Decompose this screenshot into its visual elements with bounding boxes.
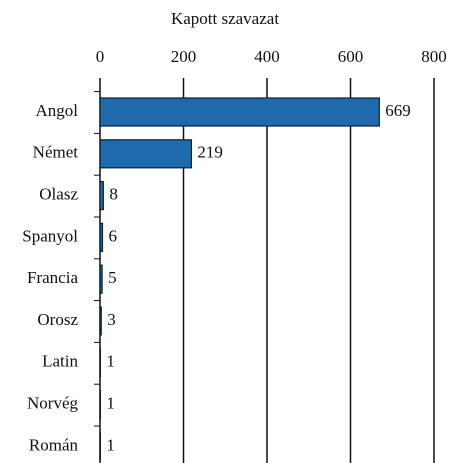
value-label: 219 <box>197 143 223 162</box>
x-tick-label: 800 <box>421 47 447 66</box>
y-tick-label: Orosz <box>37 310 78 329</box>
y-tick-label: Olasz <box>39 185 78 204</box>
y-tick-label: Román <box>29 435 79 454</box>
value-label: 1 <box>106 435 115 454</box>
value-label: 5 <box>108 268 117 287</box>
bar <box>99 181 104 211</box>
value-label: 1 <box>106 352 115 371</box>
x-tick-label: 400 <box>254 47 280 66</box>
value-label: 8 <box>109 185 118 204</box>
y-tick-label: Latin <box>42 352 78 371</box>
value-label: 669 <box>385 101 411 120</box>
axis-title: Kapott szavazat <box>171 9 279 28</box>
bar <box>99 306 102 336</box>
x-tick-label: 0 <box>96 47 105 66</box>
y-tick-label: Angol <box>36 101 79 120</box>
bar <box>99 264 103 294</box>
bar <box>99 222 104 252</box>
y-tick-label: Spanyol <box>22 226 78 245</box>
y-tick-label: Német <box>33 143 79 162</box>
bar <box>99 97 380 127</box>
value-label: 6 <box>109 226 118 245</box>
x-tick-label: 600 <box>338 47 364 66</box>
bar <box>99 139 193 169</box>
y-tick-label: Francia <box>27 268 78 287</box>
value-label: 1 <box>106 394 115 413</box>
x-tick-label: 200 <box>171 47 197 66</box>
y-tick-label: Norvég <box>27 394 78 413</box>
value-label: 3 <box>107 310 116 329</box>
